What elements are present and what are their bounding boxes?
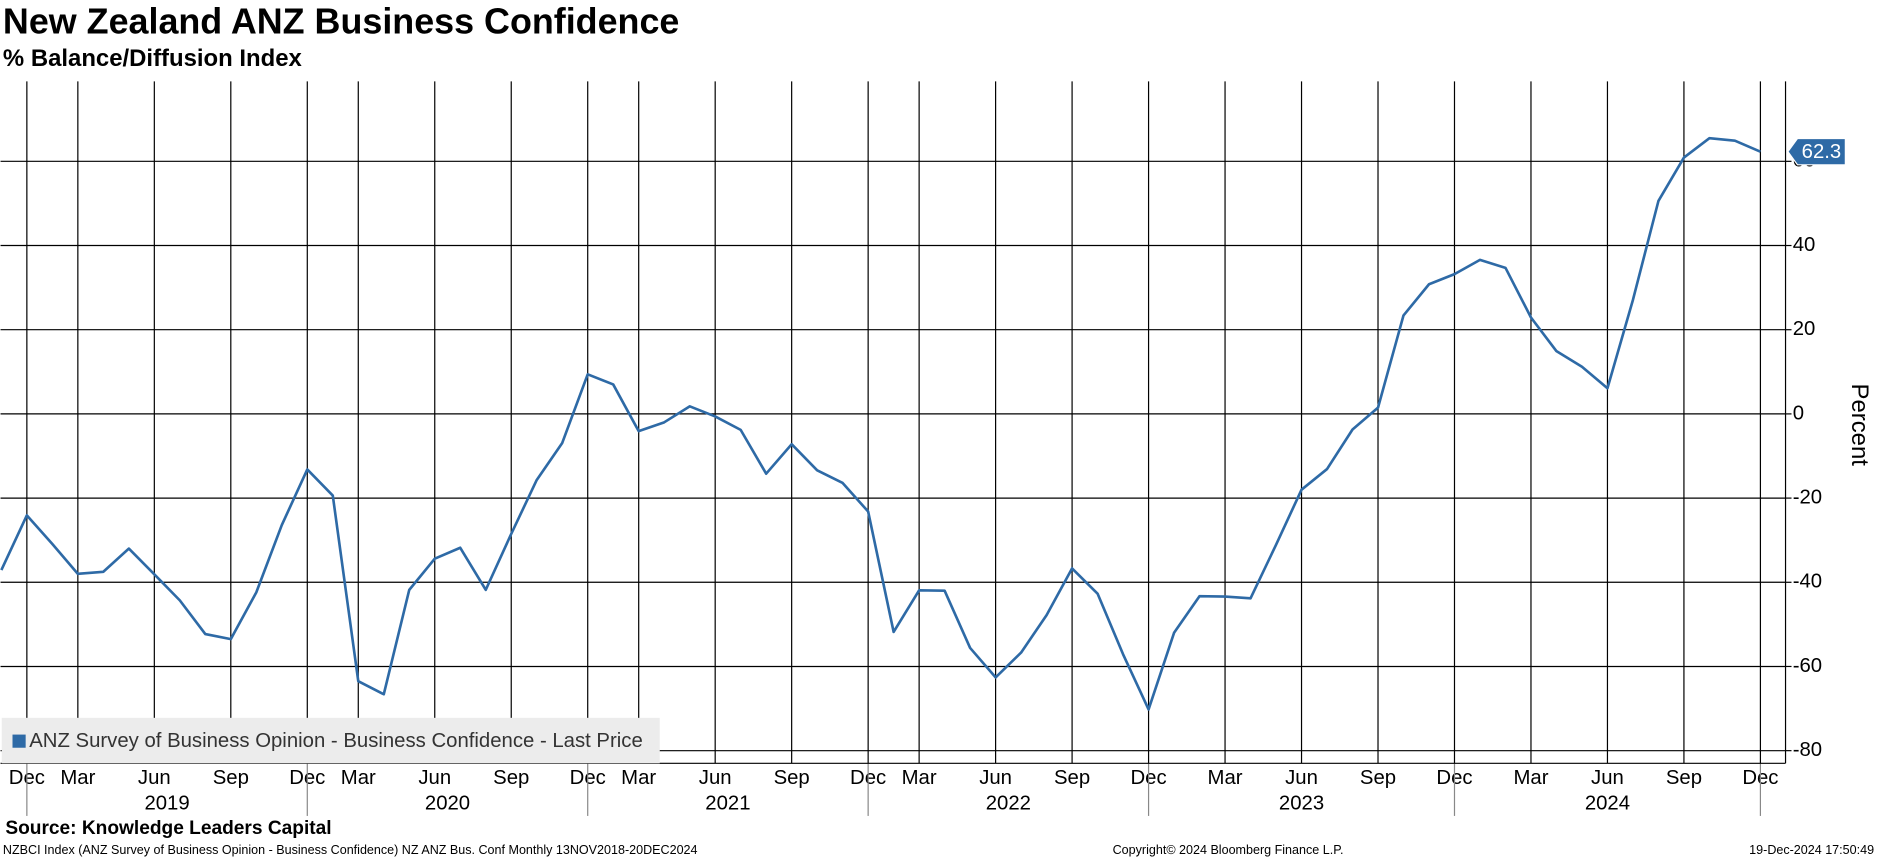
- legend-box: [1, 717, 660, 764]
- y-tick-label: -40: [1793, 571, 1822, 593]
- footer-left: NZBCI Index (ANZ Survey of Business Opin…: [3, 843, 698, 857]
- x-tick-label: Jun: [699, 767, 732, 789]
- last-value-label: 62.3: [1802, 141, 1842, 163]
- x-tick-label: Jun: [1591, 767, 1624, 789]
- year-label: 2020: [425, 792, 470, 814]
- last-value-tag: [1787, 137, 1846, 166]
- x-tick-label: Jun: [1285, 767, 1318, 789]
- x-tick-label: Sep: [1360, 767, 1396, 789]
- footer-center: Copyright© 2024 Bloomberg Finance L.P.: [1113, 843, 1344, 857]
- x-tick-label: Mar: [1513, 767, 1548, 789]
- x-tick-label: Mar: [341, 767, 376, 789]
- y-tick-label: 20: [1793, 318, 1816, 340]
- chart-title: New Zealand ANZ Business Confidence: [3, 1, 679, 41]
- y-axis-label: Percent: [1846, 384, 1873, 467]
- y-tick-label: -60: [1793, 655, 1822, 677]
- series-line: [0, 136, 1761, 711]
- x-tick-label: Jun: [138, 767, 171, 789]
- x-tick-label: Sep: [213, 767, 249, 789]
- y-tick-label: -20: [1793, 486, 1822, 508]
- x-tick-label: Jun: [418, 767, 451, 789]
- chart-subtitle: % Balance/Diffusion Index: [3, 45, 303, 72]
- x-tick-label: Sep: [1054, 767, 1090, 789]
- year-label: 2022: [986, 792, 1031, 814]
- legend-swatch: [12, 734, 26, 748]
- y-tick-label: -80: [1793, 739, 1822, 761]
- year-label: 2019: [144, 792, 189, 814]
- x-tick-label: Sep: [493, 767, 529, 789]
- legend-label: ANZ Survey of Business Opinion - Busines…: [29, 730, 643, 752]
- y-tick-label: 40: [1793, 234, 1816, 256]
- x-tick-label: Mar: [60, 767, 95, 789]
- x-tick-label: Jun: [979, 767, 1012, 789]
- y-tick-label: 0: [1793, 402, 1804, 424]
- x-tick-label: Mar: [621, 767, 656, 789]
- year-label: 2021: [705, 792, 750, 814]
- year-label: 2024: [1585, 792, 1630, 814]
- x-tick-label: Mar: [1208, 767, 1243, 789]
- source: Source: Knowledge Leaders Capital: [5, 818, 331, 839]
- year-label: 2023: [1279, 792, 1324, 814]
- x-tick-label: Sep: [1666, 767, 1702, 789]
- x-tick-label: Mar: [902, 767, 937, 789]
- footer-right: 19-Dec-2024 17:50:49: [1749, 843, 1874, 857]
- x-tick-label: Sep: [774, 767, 810, 789]
